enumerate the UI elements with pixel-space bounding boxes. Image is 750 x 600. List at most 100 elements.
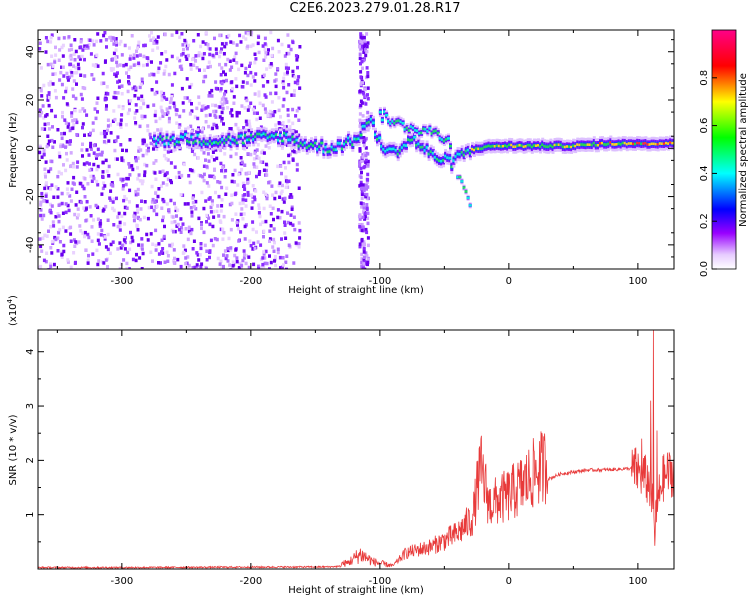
snr-plot-area <box>38 330 674 569</box>
spectrogram-signal-core <box>297 144 301 148</box>
spectrogram-noise-pixel <box>190 102 193 106</box>
spectrogram-noise-pixel <box>214 123 218 128</box>
spectrogram-noise-pixel <box>204 74 208 79</box>
spectrogram-signal-core <box>161 138 165 141</box>
spectrogram-noise-pixel <box>83 177 87 181</box>
spectrogram-x-tick-label: -300 <box>111 276 134 287</box>
spectrogram-noise-pixel <box>72 64 76 68</box>
spectrogram-noise-pixel <box>178 58 182 63</box>
spectrogram-signal-core <box>190 135 194 139</box>
spectrogram-noise-pixel <box>365 254 369 258</box>
spectrogram-noise-pixel <box>46 39 50 44</box>
spectrogram-noise-pixel <box>181 101 185 105</box>
spectrogram-noise-pixel <box>78 181 82 186</box>
spectrogram-signal-core <box>196 133 200 137</box>
spectrogram-noise-pixel <box>213 167 216 172</box>
spectrogram-noise-pixel <box>293 89 296 93</box>
spectrogram-noise-pixel <box>104 158 108 163</box>
snr-y-tick-label: 1 <box>25 511 36 517</box>
spectrogram-noise-pixel <box>244 37 248 41</box>
spectrogram-signal-core <box>660 142 664 145</box>
spectrogram-signal-core <box>430 132 434 135</box>
spectrogram-noise-pixel <box>362 210 365 214</box>
spectrogram-noise-pixel <box>134 156 137 160</box>
spectrogram-noise-pixel <box>359 32 363 36</box>
spectrogram-noise-pixel <box>40 155 44 159</box>
spectrogram-noise-pixel <box>241 85 245 89</box>
spectrogram-noise-pixel <box>107 174 111 178</box>
spectrogram-noise-pixel <box>291 158 295 162</box>
spectrogram-noise-pixel <box>149 141 153 146</box>
spectrogram-noise-pixel <box>204 199 208 203</box>
spectrogram-noise-pixel <box>85 148 89 152</box>
spectrogram-noise-pixel <box>361 225 365 229</box>
spectrogram-noise-pixel <box>204 120 208 124</box>
spectrogram-noise-pixel <box>124 182 128 187</box>
spectrogram-noise-pixel <box>261 256 265 260</box>
spectrogram-noise-pixel <box>235 220 239 225</box>
spectrogram-noise-pixel <box>191 196 195 200</box>
spectrogram-noise-pixel <box>140 94 144 99</box>
spectrogram-noise-pixel <box>159 127 163 132</box>
spectrogram-noise-pixel <box>228 127 232 131</box>
spectrogram-noise-pixel <box>43 122 47 127</box>
spectrogram-noise-pixel <box>128 138 132 142</box>
spectrogram-noise-pixel <box>40 94 44 98</box>
spectrogram-noise-pixel <box>155 212 159 217</box>
spectrogram-noise-pixel <box>200 190 204 195</box>
spectrogram-noise-pixel <box>292 215 296 219</box>
spectrogram-noise-pixel <box>244 198 248 202</box>
spectrogram-noise-pixel <box>120 53 124 57</box>
spectrogram-signal-core <box>367 120 371 124</box>
spectrogram-noise-pixel <box>131 86 135 91</box>
spectrogram-noise-pixel <box>61 144 65 148</box>
spectrogram-noise-pixel <box>274 190 278 195</box>
spectrogram-signal-core <box>418 132 422 135</box>
spectrogram-noise-pixel <box>123 240 127 245</box>
spectrogram-signal-core <box>535 144 538 147</box>
spectrogram-noise-pixel <box>167 116 171 121</box>
spectrogram-noise-pixel <box>200 222 203 227</box>
spectrogram-noise-pixel <box>122 63 126 68</box>
spectrogram-noise-pixel <box>91 121 95 125</box>
spectrogram-noise-pixel <box>222 95 226 100</box>
snr-x-label: Height of straight line (km) <box>288 585 424 596</box>
spectrogram-noise-pixel <box>114 139 118 143</box>
spectrogram-noise-pixel <box>87 43 91 47</box>
spectrogram-noise-pixel <box>49 35 53 40</box>
spectrogram-noise-pixel <box>257 266 261 269</box>
spectrogram-noise-pixel <box>136 210 140 214</box>
spectrogram-noise-pixel <box>188 85 192 89</box>
spectrogram-noise-pixel <box>289 128 293 133</box>
spectrogram-noise-pixel <box>211 150 215 154</box>
spectrogram-noise-pixel <box>65 102 69 106</box>
spectrogram-noise-pixel <box>66 181 70 185</box>
spectrogram-signal-core <box>510 143 514 147</box>
spectrogram-noise-pixel <box>160 206 164 210</box>
spectrogram-noise-pixel <box>360 257 364 261</box>
spectrogram-noise-pixel <box>149 250 153 254</box>
spectrogram-noise-pixel <box>120 158 124 162</box>
spectrogram-signal-core <box>458 175 462 179</box>
spectrogram-noise-pixel <box>202 52 206 56</box>
spectrogram-noise-pixel <box>87 235 91 240</box>
spectrogram-noise-pixel <box>172 101 176 105</box>
spectrogram-noise-pixel <box>277 183 281 188</box>
spectrogram-noise-pixel <box>286 211 289 215</box>
spectrogram-noise-pixel <box>230 88 234 93</box>
spectrogram-y-label: Frequency (Hz) <box>8 112 19 188</box>
colorbar-tick-label: 0.2 <box>699 213 710 229</box>
spectrogram-noise-pixel <box>244 31 248 35</box>
spectrogram-noise-pixel <box>127 67 131 72</box>
spectrogram-signal-core <box>233 139 237 142</box>
spectrogram-noise-pixel <box>62 249 66 254</box>
spectrogram-noise-pixel <box>130 235 134 240</box>
spectrogram-noise-pixel <box>268 254 271 258</box>
spectrogram-signal-core <box>316 148 320 151</box>
spectrogram-noise-pixel <box>254 72 258 76</box>
spectrogram-noise-pixel <box>223 101 227 105</box>
spectrogram-signal-core <box>281 139 285 143</box>
spectrogram-noise-pixel <box>219 73 223 77</box>
spectrogram-noise-pixel <box>190 210 194 214</box>
spectrogram-noise-pixel <box>51 125 54 129</box>
